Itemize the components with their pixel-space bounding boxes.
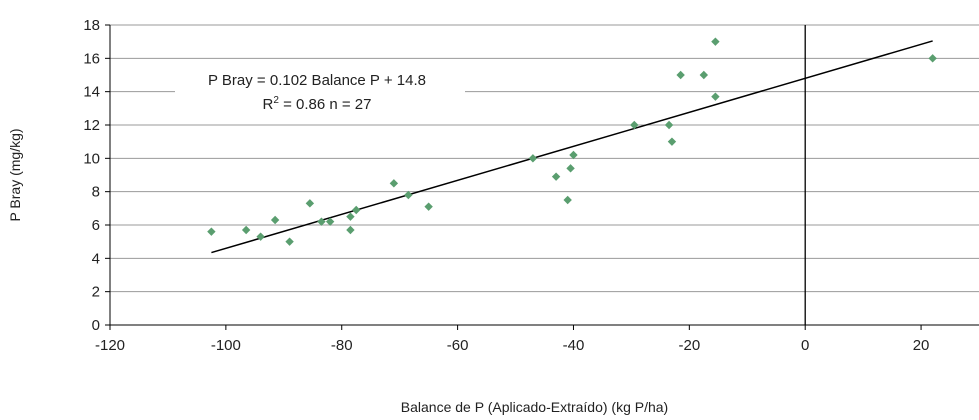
data-point	[424, 202, 433, 211]
data-point	[699, 70, 709, 80]
data-point	[711, 37, 720, 46]
x-tick-label: -40	[563, 337, 585, 354]
y-tick-label: 4	[92, 250, 100, 267]
r-squared-symbol: R	[263, 96, 274, 113]
data-point	[630, 120, 639, 130]
y-tick-label: 12	[83, 117, 100, 134]
tick-labels: -120 -100 -80 -60 -40 -20 0 20 0 2 4 6 8 10 12 14 16 18	[83, 17, 929, 354]
data-point	[711, 92, 720, 101]
trendline-group	[211, 40, 933, 254]
x-tick-label: -100	[211, 337, 241, 354]
data-point	[256, 232, 265, 241]
y-tick-label: 10	[83, 150, 100, 167]
data-point	[667, 137, 677, 146]
y-tick-label: 2	[92, 284, 100, 301]
data-point	[404, 190, 413, 200]
y-tick-label: 14	[83, 84, 100, 101]
data-point	[270, 215, 280, 225]
data-point	[317, 217, 326, 226]
data-point	[551, 172, 561, 181]
r-squared-text: R2 = 0.86 n = 27	[263, 95, 372, 113]
y-tick-label: 16	[83, 50, 100, 67]
data-point	[305, 199, 315, 208]
data-point	[325, 217, 335, 226]
data-point	[207, 227, 216, 236]
x-tick-label: 20	[913, 337, 930, 354]
equation-text: P Bray = 0.102 Balance P + 14.8	[208, 72, 426, 89]
data-point	[346, 212, 355, 221]
x-tick-label: -60	[447, 337, 469, 354]
data-point	[566, 164, 575, 173]
y-tick-label: 0	[92, 317, 100, 334]
data-point	[928, 54, 937, 63]
x-axis-title: Balance de P (Aplicado-Extraído) (kg P/h…	[401, 399, 668, 415]
data-point	[285, 237, 294, 246]
data-point	[528, 154, 538, 163]
y-axis-title: P Bray (mg/kg)	[7, 128, 23, 221]
r-squared-superscript: 2	[273, 95, 279, 106]
y-tick-label: 8	[92, 184, 100, 201]
data-point	[569, 150, 578, 160]
data-point	[346, 225, 355, 235]
y-tick-label: 6	[92, 217, 100, 234]
data-point	[563, 195, 572, 205]
equation-background	[175, 66, 465, 116]
x-tick-label: -80	[331, 337, 353, 354]
trendline	[211, 40, 933, 254]
data-points	[207, 37, 937, 246]
data-point	[389, 179, 399, 188]
r-squared-value: = 0.86 n = 27	[279, 96, 372, 113]
data-point	[664, 120, 674, 130]
equation-annotation: P Bray = 0.102 Balance P + 14.8 R2 = 0.8…	[175, 66, 465, 116]
x-tick-label: 0	[801, 337, 809, 354]
y-tick-label: 18	[83, 17, 100, 34]
x-tick-label: -20	[678, 337, 700, 354]
data-point	[352, 205, 361, 215]
x-tick-label: -120	[95, 337, 125, 354]
axes	[105, 24, 979, 330]
data-point	[676, 70, 685, 80]
data-point	[241, 225, 251, 235]
